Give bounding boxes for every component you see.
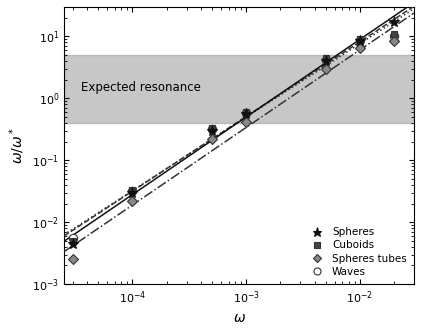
Bar xyxy=(64,55,414,123)
Y-axis label: $\omega/\omega^*$: $\omega/\omega^*$ xyxy=(7,127,27,164)
X-axis label: $\omega$: $\omega$ xyxy=(232,311,245,325)
Text: Expected resonance: Expected resonance xyxy=(80,81,200,94)
Legend: Spheres, Cuboids, Spheres tubes, Waves: Spheres, Cuboids, Spheres tubes, Waves xyxy=(305,225,409,279)
